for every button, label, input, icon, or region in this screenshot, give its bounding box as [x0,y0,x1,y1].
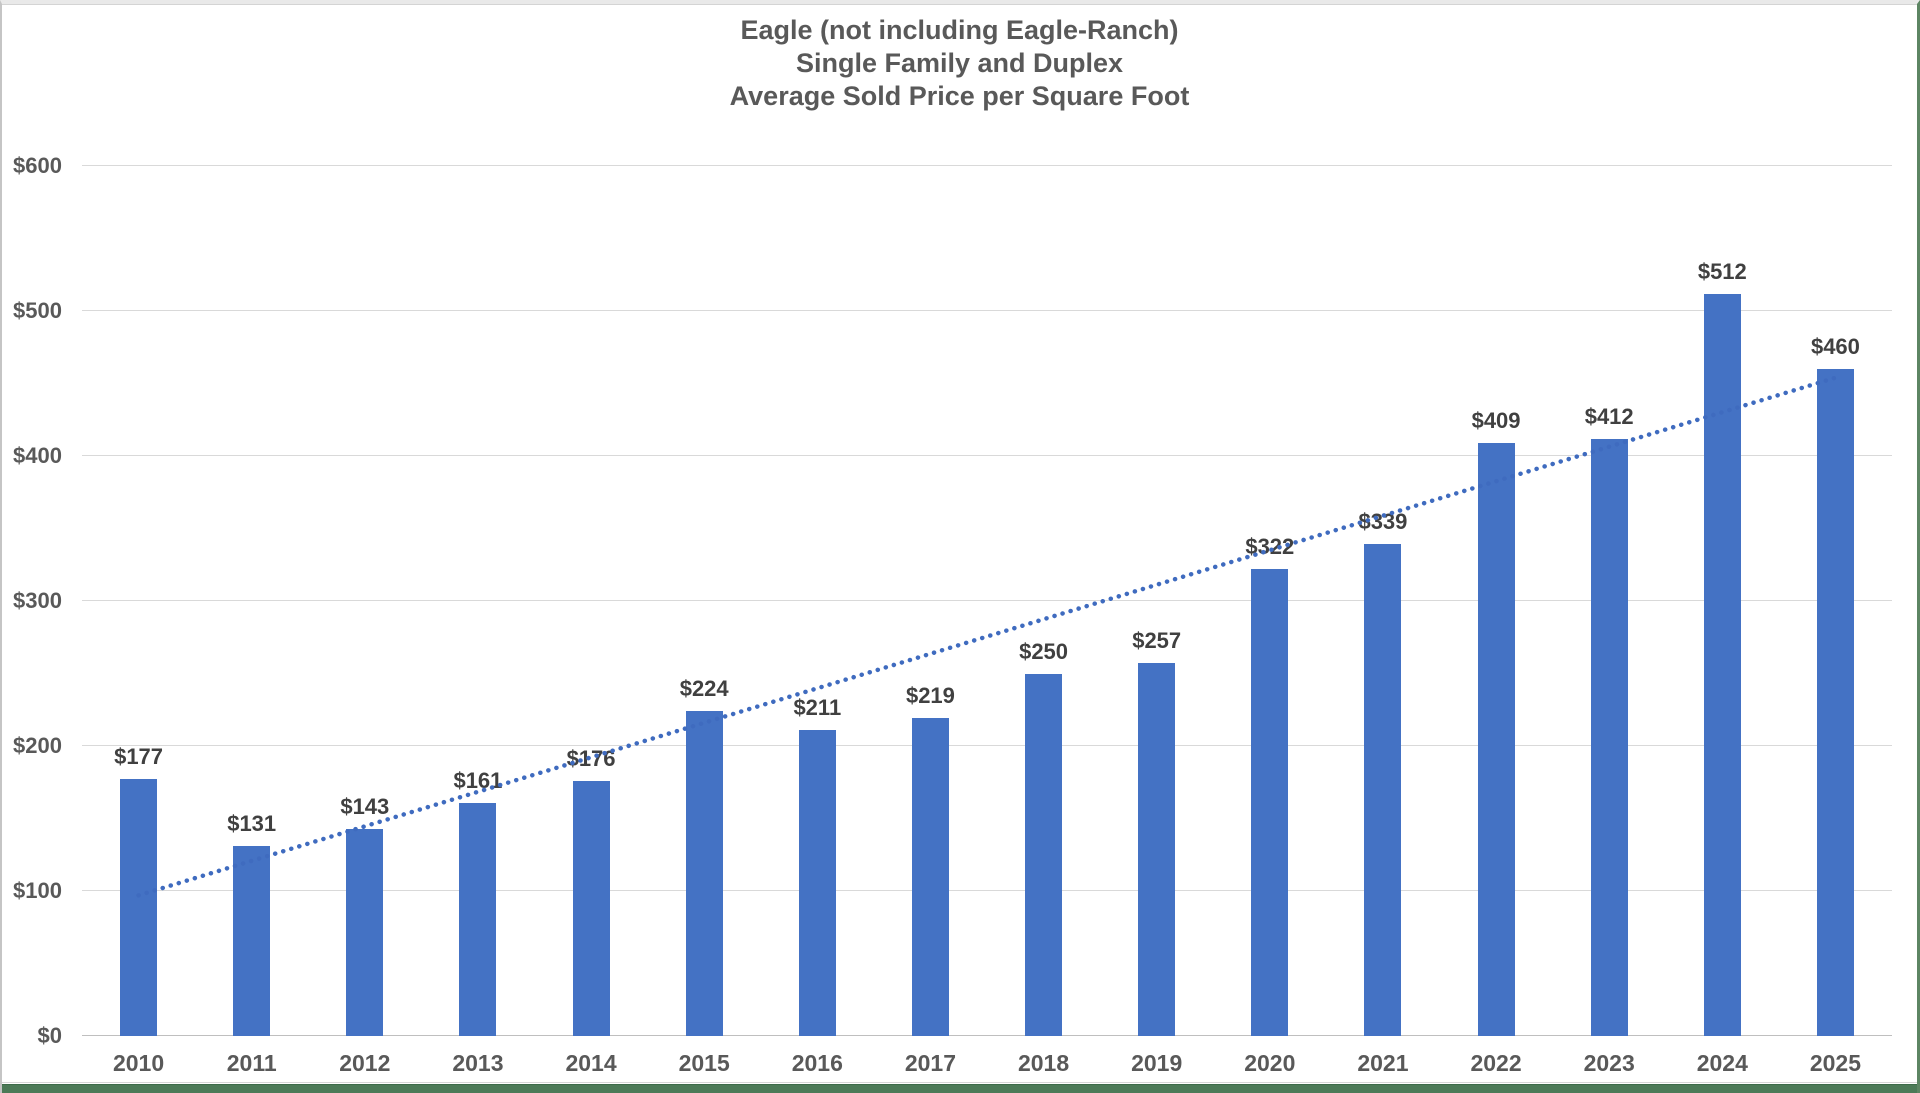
bar-2012 [346,828,384,1036]
x-axis-tick-label: 2023 [1583,1050,1635,1076]
bar-value-label: $512 [1697,258,1747,284]
chart-title-line-3: Average Sold Price per Square Foot [729,81,1190,111]
bar-value-label: $219 [905,683,955,709]
y-axis-tick-label: $200 [13,733,62,759]
bar-2014 [572,780,610,1036]
x-axis-tick-label: 2022 [1470,1050,1522,1076]
x-axis-tick-label: 2018 [1017,1050,1070,1076]
x-axis-tick-label: 2014 [565,1050,617,1076]
bar-value-label: $250 [1019,638,1069,664]
x-axis-tick-label: 2024 [1696,1050,1748,1076]
y-axis-tick-label: $400 [13,443,62,469]
y-axis-tick-label: $100 [13,878,62,904]
y-axis-tick-label: $300 [13,588,62,613]
chart-title: Eagle (not including Eagle-Ranch) Single… [2,14,1917,113]
bar-value-label: $412 [1584,403,1634,429]
gridline [82,310,1892,311]
bar-value-label: $339 [1358,509,1408,535]
x-axis-tick-label: 2020 [1244,1050,1296,1076]
top-frame-hairline [2,4,1917,5]
bar-2011 [233,846,271,1036]
x-axis-tick-label: 2017 [904,1050,957,1076]
bar-value-label: $409 [1471,407,1521,433]
x-axis-tick-label: 2010 [112,1050,165,1076]
bottom-green-strip [2,1084,1917,1093]
bar-value-label: $143 [340,793,390,819]
bar-value-label: $257 [1132,628,1182,654]
bar-2024 [1703,293,1741,1036]
bar-2017 [911,718,949,1036]
bar-2020 [1251,569,1289,1036]
bar-value-label: $177 [114,744,164,770]
bottom-frame-hairline [2,1082,1917,1083]
bar-2013 [459,802,497,1036]
bar-2010 [120,779,158,1036]
bar-value-label: $176 [566,745,616,771]
y-axis-tick-label: $500 [13,298,62,323]
bar-2021 [1364,544,1402,1036]
bar-2025 [1816,369,1854,1036]
x-axis-tick-label: 2011 [226,1050,277,1076]
bar-2016 [798,730,836,1036]
bar-value-label: $460 [1810,334,1860,359]
bar-2018 [1025,673,1063,1036]
chart-title-line-1: Eagle (not including Eagle-Ranch) [740,15,1179,45]
x-axis-line [82,1035,1892,1036]
gridline [82,165,1892,166]
bar-value-label: $131 [227,811,277,837]
bar-value-label: $211 [793,695,842,721]
bar-value-label: $224 [679,676,729,702]
chart-title-line-2: Single Family and Duplex [795,48,1124,78]
x-axis-tick-label: 2015 [678,1050,730,1076]
x-axis-tick-label: 2016 [791,1050,843,1076]
x-axis-tick-label: 2012 [339,1050,391,1076]
bar-value-label: $161 [453,767,503,793]
x-axis-tick-label: 2025 [1809,1050,1862,1076]
y-axis-tick-label: $0 [37,1023,62,1048]
bar-2022 [1477,442,1515,1036]
x-axis-tick-label: 2021 [1357,1050,1409,1076]
y-axis-tick-label: $600 [13,153,62,178]
bar-2015 [685,711,723,1036]
bar-value-label: $322 [1245,534,1295,560]
x-axis-tick-label: 2013 [452,1050,504,1076]
bar-2019 [1138,663,1176,1036]
x-axis-tick-label: 2019 [1131,1050,1183,1076]
bar-2023 [1590,438,1628,1036]
plot-area: $0 $100 $200 $300 $400 $500 $600 $177 2010 $131 20… [13,155,1892,1076]
